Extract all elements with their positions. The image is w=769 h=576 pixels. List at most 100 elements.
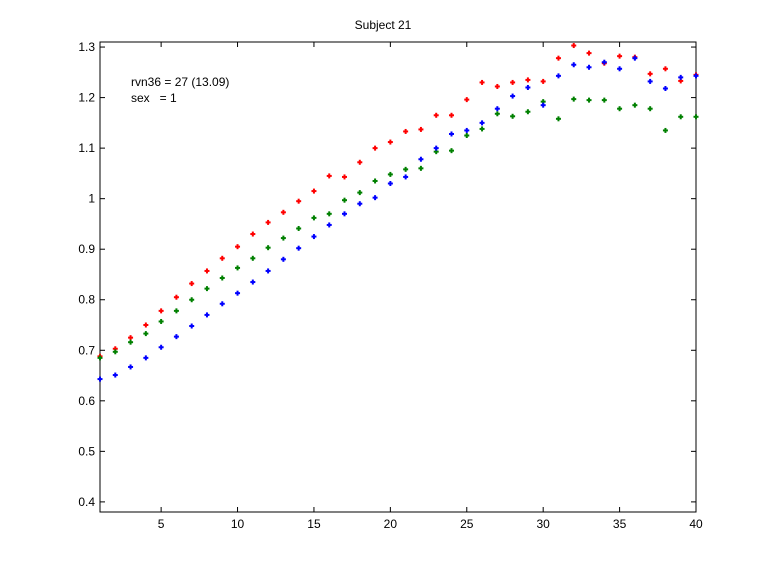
data-point-red	[342, 174, 348, 180]
data-point-blue	[448, 131, 454, 137]
y-tick-label: 0.7	[78, 343, 95, 357]
data-point-blue	[464, 127, 470, 133]
data-point-red	[311, 188, 317, 194]
data-point-green	[173, 308, 179, 314]
data-point-green	[250, 255, 256, 261]
data-point-blue	[189, 323, 195, 329]
data-point-blue	[326, 222, 332, 228]
data-point-green	[235, 265, 241, 271]
data-points	[97, 43, 699, 382]
data-point-green	[555, 116, 561, 122]
y-tick-label: 0.9	[78, 242, 95, 256]
data-point-blue	[219, 301, 225, 307]
data-point-blue	[647, 78, 653, 84]
data-point-red	[617, 53, 623, 59]
annotation-rvn36: rvn36 = 27 (13.09)	[131, 75, 229, 89]
data-point-blue	[632, 55, 638, 61]
data-point-red	[418, 126, 424, 132]
data-point-blue	[250, 279, 256, 285]
data-point-blue	[311, 234, 317, 240]
data-point-blue	[433, 145, 439, 151]
data-point-red	[494, 83, 500, 89]
data-point-red	[357, 159, 363, 165]
data-point-green	[403, 166, 409, 172]
x-tick-label: 35	[613, 517, 627, 531]
data-point-green	[464, 132, 470, 138]
data-point-red	[250, 231, 256, 237]
data-point-blue	[235, 290, 241, 296]
data-point-blue	[158, 344, 164, 350]
data-point-red	[158, 308, 164, 314]
data-point-blue	[418, 156, 424, 162]
data-point-green	[189, 297, 195, 303]
y-tick-label: 1.3	[78, 40, 95, 54]
data-point-blue	[97, 376, 103, 382]
data-point-green	[525, 109, 531, 115]
data-point-green	[479, 126, 485, 132]
x-tick-label: 40	[689, 517, 703, 531]
y-tick-label: 0.5	[78, 444, 95, 458]
data-point-blue	[479, 120, 485, 126]
data-point-green	[387, 171, 393, 177]
data-point-red	[387, 139, 393, 145]
data-point-red	[555, 55, 561, 61]
data-point-blue	[173, 334, 179, 340]
x-tick-label: 10	[231, 517, 245, 531]
y-tick-label: 1.1	[78, 141, 95, 155]
data-point-blue	[662, 85, 668, 91]
data-point-blue	[571, 62, 577, 68]
data-point-green	[678, 114, 684, 120]
data-point-green	[357, 190, 363, 196]
data-point-blue	[617, 66, 623, 72]
annotation-sex: sex = 1	[131, 91, 177, 105]
y-tick-label: 1	[88, 192, 95, 206]
x-tick-label: 20	[384, 517, 398, 531]
data-point-red	[540, 78, 546, 84]
data-point-red	[510, 79, 516, 85]
data-point-red	[571, 43, 577, 49]
data-point-green	[128, 339, 134, 345]
data-point-green	[617, 106, 623, 112]
data-point-green	[296, 225, 302, 231]
data-point-blue	[693, 73, 699, 79]
data-point-red	[662, 66, 668, 72]
data-point-green	[219, 275, 225, 281]
data-point-red	[326, 173, 332, 179]
data-point-green	[448, 148, 454, 154]
y-tick-label: 0.4	[78, 495, 95, 509]
data-point-red	[173, 294, 179, 300]
data-point-blue	[143, 355, 149, 361]
y-tick-label: 1.2	[78, 91, 95, 105]
data-point-red	[464, 97, 470, 103]
data-point-green	[601, 97, 607, 103]
data-point-green	[494, 111, 500, 117]
data-point-red	[204, 268, 210, 274]
data-point-blue	[357, 201, 363, 207]
data-point-green	[280, 235, 286, 241]
data-point-blue	[296, 245, 302, 251]
x-tick-label: 5	[158, 517, 165, 531]
data-point-green	[311, 215, 317, 221]
data-point-green	[204, 286, 210, 292]
data-point-blue	[494, 106, 500, 112]
data-point-green	[510, 113, 516, 119]
data-point-blue	[112, 372, 118, 378]
data-point-red	[372, 145, 378, 151]
data-point-blue	[555, 73, 561, 79]
data-point-blue	[204, 312, 210, 318]
data-point-green	[158, 318, 164, 324]
data-point-red	[433, 112, 439, 118]
data-point-red	[189, 281, 195, 287]
axes-ticks: 5 10 15 20 25 30 35 40 0.4 0.5 0.6 0.7 0.8 0.9 1 1.1 1.2…	[78, 40, 703, 531]
data-point-red	[296, 198, 302, 204]
data-point-red	[403, 128, 409, 134]
data-point-red	[143, 322, 149, 328]
data-point-green	[326, 211, 332, 217]
data-point-blue	[128, 364, 134, 370]
data-point-green	[372, 178, 378, 184]
data-point-green	[418, 165, 424, 171]
data-point-red	[128, 335, 134, 341]
data-point-blue	[540, 102, 546, 108]
data-point-red	[235, 244, 241, 250]
data-point-red	[219, 255, 225, 261]
